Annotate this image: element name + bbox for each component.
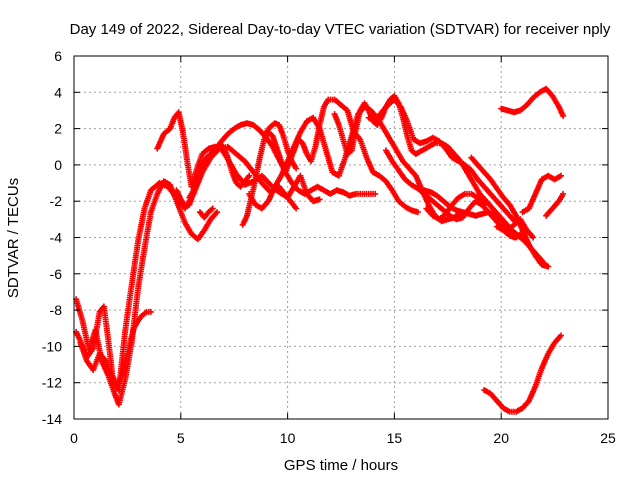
series-sat-b <box>73 303 154 390</box>
x-tick-label: 10 <box>280 430 296 446</box>
data-point-markers <box>519 172 564 216</box>
series-sat-s <box>498 85 567 119</box>
y-axis-label: SDTVAR / TECUs <box>5 178 22 298</box>
axis-ticks: 0 5 10 15 20 25 -14 -12 -10 -8 -6 -4 -2 0 2 4 6 <box>42 48 616 446</box>
series-sat-p <box>468 154 552 270</box>
x-axis-label: GPS time / hours <box>284 457 398 474</box>
y-tick-label: -6 <box>50 266 63 282</box>
chart-title: Day 149 of 2022, Sidereal Day-to-day VTE… <box>70 21 611 38</box>
data-point-markers <box>498 85 567 119</box>
data-point-markers <box>73 303 154 390</box>
data-point-markers <box>197 205 216 221</box>
y-tick-label: 2 <box>54 121 62 137</box>
x-tick-label: 25 <box>600 430 616 446</box>
y-tick-label: -12 <box>42 375 62 391</box>
data-point-markers <box>365 96 520 226</box>
data-point-markers <box>543 190 567 219</box>
y-tick-label: 4 <box>54 84 62 100</box>
x-tick-label: 20 <box>493 430 509 446</box>
x-tick-label: 0 <box>70 430 78 446</box>
series-sat-n <box>421 187 517 241</box>
data-point-markers <box>468 154 552 270</box>
data-points <box>73 85 567 415</box>
y-tick-label: 6 <box>54 48 62 64</box>
series-sat-l <box>365 96 520 226</box>
series-sat-t <box>519 172 564 216</box>
data-point-markers <box>263 120 300 172</box>
series-sat-o <box>423 190 488 223</box>
series-sat-q <box>493 223 524 241</box>
y-tick-label: -4 <box>50 230 63 246</box>
grid-lines <box>74 56 608 419</box>
y-tick-label: -2 <box>50 193 63 209</box>
y-tick-label: -10 <box>42 338 62 354</box>
series-sat-u <box>543 190 567 219</box>
y-tick-label: 0 <box>54 157 62 173</box>
data-point-markers <box>493 223 524 241</box>
series-sat-j <box>263 120 300 172</box>
x-tick-label: 15 <box>387 430 403 446</box>
y-tick-label: -14 <box>42 411 62 427</box>
data-point-markers <box>421 187 517 241</box>
data-point-markers <box>481 332 564 415</box>
series-sat-g <box>197 205 216 221</box>
data-point-markers <box>423 190 488 223</box>
y-tick-label: -8 <box>50 302 63 318</box>
x-tick-label: 5 <box>177 430 185 446</box>
series-sat-r <box>481 332 564 415</box>
